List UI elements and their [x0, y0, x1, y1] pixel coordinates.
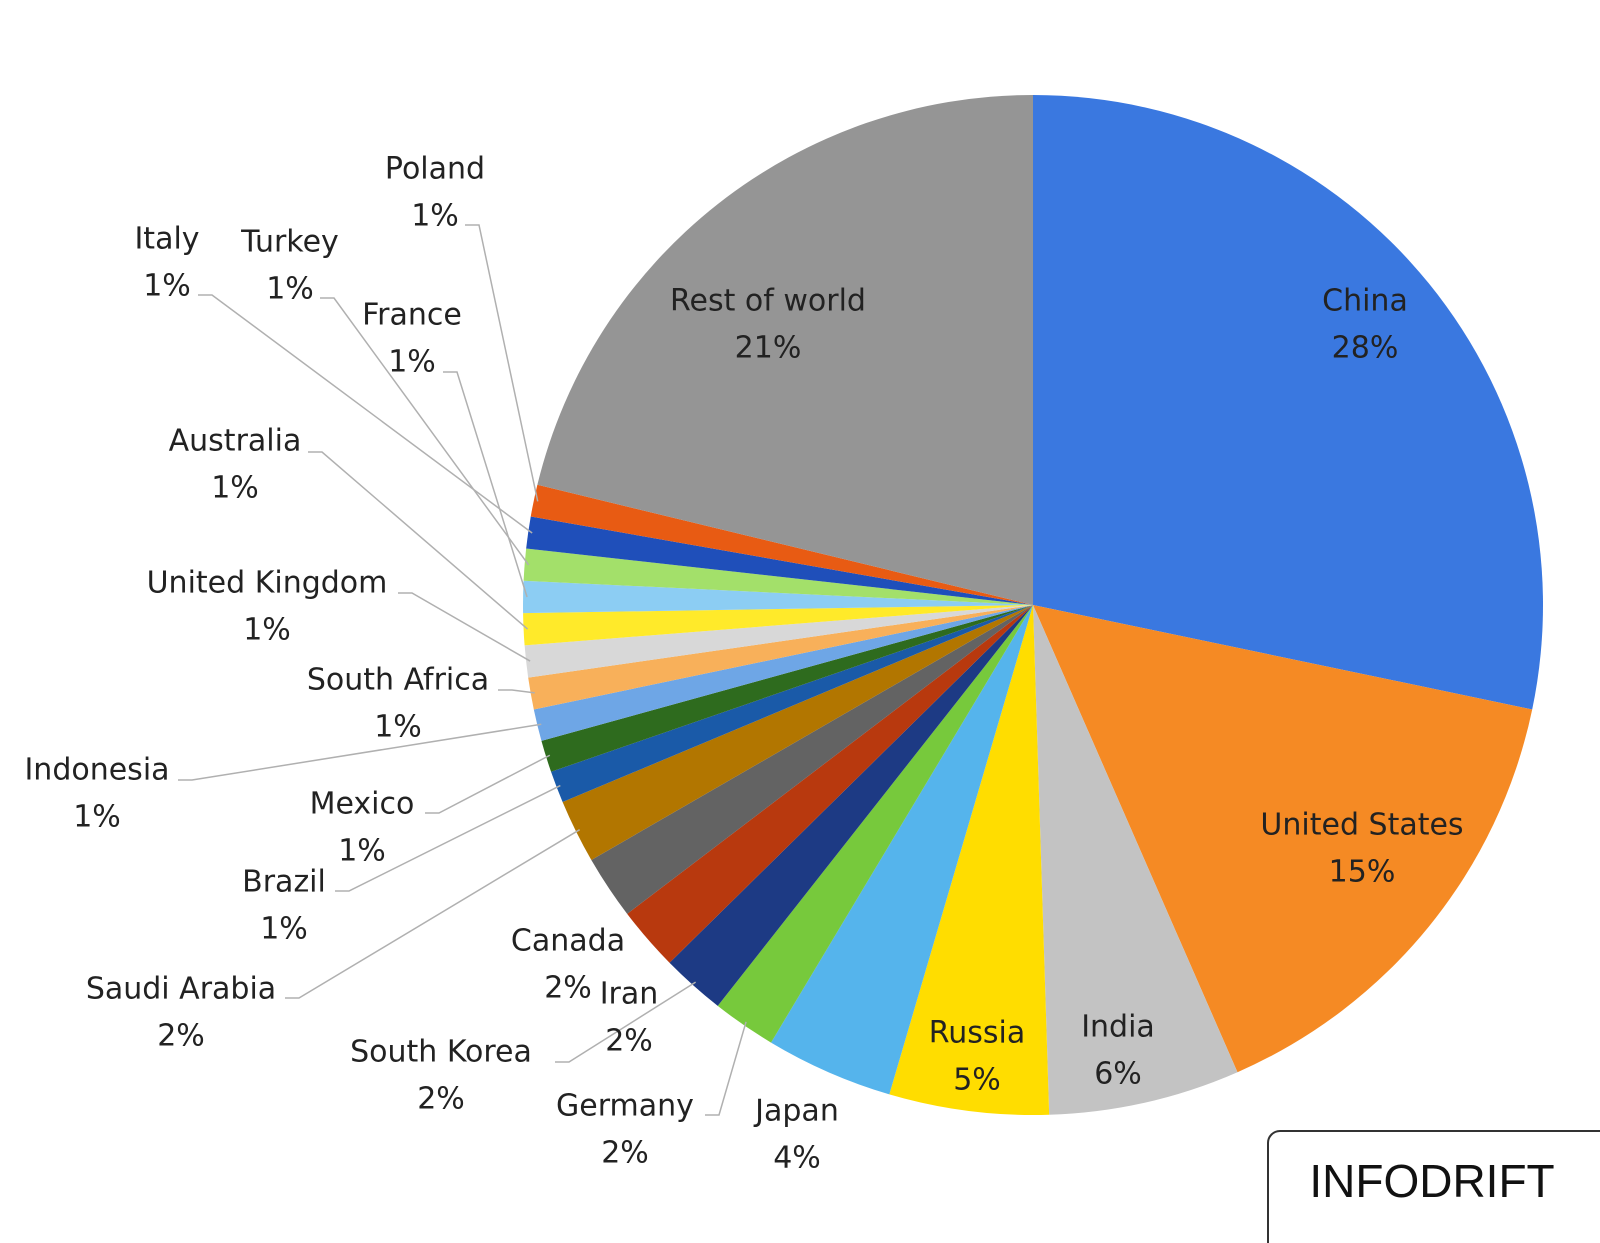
slice-value-label: 2% [601, 1136, 649, 1171]
slice-label: United Kingdom [147, 566, 388, 601]
slice-value-label: 2% [417, 1082, 465, 1117]
pie-slice [669, 605, 1033, 1006]
slice-value-label: 2% [605, 1024, 653, 1059]
slice-label: United States [1260, 808, 1463, 843]
leader-line [308, 451, 529, 630]
pie-slice [524, 605, 1033, 678]
pie-slice [562, 605, 1033, 860]
pie-slice [523, 580, 1033, 614]
slice-value-label: 5% [953, 1063, 1001, 1098]
slice-label: South Africa [307, 663, 489, 698]
watermark: INFODRIFT [1309, 1155, 1554, 1207]
slice-value-label: 2% [544, 971, 592, 1006]
leader-line [498, 689, 535, 694]
pie-slice [526, 516, 1033, 605]
leader-line [198, 294, 533, 534]
slice-label: Japan [753, 1094, 839, 1129]
leader-line [320, 297, 530, 566]
pie-slice [551, 605, 1033, 803]
slice-label: Poland [385, 152, 485, 187]
leader-line [398, 592, 531, 662]
leader-line [335, 784, 561, 892]
leader-line [443, 371, 528, 598]
slice-value-label: 4% [773, 1141, 821, 1176]
leader-line [555, 981, 697, 1063]
slice-value-label: 2% [157, 1019, 205, 1054]
pie-slice [591, 605, 1033, 914]
slice-label: South Korea [350, 1035, 532, 1070]
leader-line [285, 829, 581, 999]
pie-slice [530, 484, 1033, 605]
pie-slice [1033, 605, 1238, 1115]
pie-slice [541, 605, 1033, 772]
slice-label: India [1081, 1010, 1155, 1045]
pie-slice [1033, 95, 1543, 710]
slice-label: Turkey [240, 225, 339, 260]
slice-value-label: 1% [338, 834, 386, 869]
pie-slice [533, 605, 1033, 741]
slice-value-label: 1% [411, 199, 459, 234]
slice-value-label: 1% [73, 800, 121, 835]
slice-value-label: 1% [211, 471, 259, 506]
pie-slice [717, 605, 1033, 1043]
leader-line [465, 224, 539, 502]
watermark-box [1267, 1130, 1600, 1243]
slice-label: China [1322, 284, 1408, 319]
slice-value-label: 21% [735, 331, 802, 366]
pie-slice [1033, 605, 1533, 1073]
pie-slice [528, 605, 1033, 710]
slice-label: Russia [929, 1016, 1026, 1051]
slice-value-label: 1% [260, 912, 308, 947]
pie-slice [889, 605, 1050, 1116]
slice-value-label: 1% [374, 710, 422, 745]
pie-slice [523, 548, 1033, 605]
pie-slice [771, 605, 1033, 1095]
slice-value-label: 1% [143, 269, 191, 304]
pie-slice [523, 605, 1033, 646]
slice-value-label: 1% [243, 613, 291, 648]
slice-label: Italy [134, 222, 199, 257]
leader-line [425, 754, 551, 814]
slice-label: Canada [511, 924, 625, 959]
slice-label: Australia [169, 424, 302, 459]
slice-label: Saudi Arabia [86, 972, 276, 1007]
slice-label: Rest of world [670, 284, 866, 319]
slice-value-label: 28% [1332, 331, 1399, 366]
slice-value-label: 15% [1329, 855, 1396, 890]
slice-label: Indonesia [24, 753, 169, 788]
pie-slice [537, 95, 1033, 605]
slice-label: Brazil [242, 865, 326, 900]
slice-value-label: 1% [266, 272, 314, 307]
slice-label: Mexico [310, 787, 415, 822]
pie-slice [627, 605, 1033, 963]
slice-label: France [362, 298, 462, 333]
slice-value-label: 6% [1094, 1057, 1142, 1092]
leader-line [705, 1021, 747, 1116]
slice-label: Iran [600, 977, 659, 1012]
slice-value-label: 1% [388, 345, 436, 380]
slice-label: Germany [556, 1089, 694, 1124]
leader-line [178, 723, 542, 781]
